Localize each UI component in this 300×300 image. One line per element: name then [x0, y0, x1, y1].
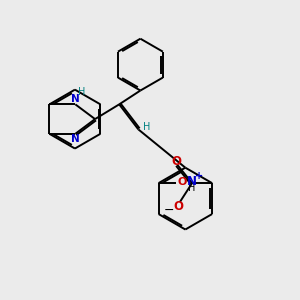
- Text: +: +: [194, 171, 202, 181]
- Text: H: H: [143, 122, 150, 132]
- Text: O: O: [178, 177, 187, 187]
- Text: N: N: [71, 94, 80, 104]
- Text: O: O: [173, 200, 183, 213]
- Text: N: N: [71, 134, 80, 144]
- Text: −: −: [163, 204, 174, 217]
- Text: N: N: [187, 176, 197, 188]
- Text: H: H: [78, 87, 85, 97]
- Text: O: O: [171, 154, 181, 167]
- Text: H: H: [188, 183, 195, 194]
